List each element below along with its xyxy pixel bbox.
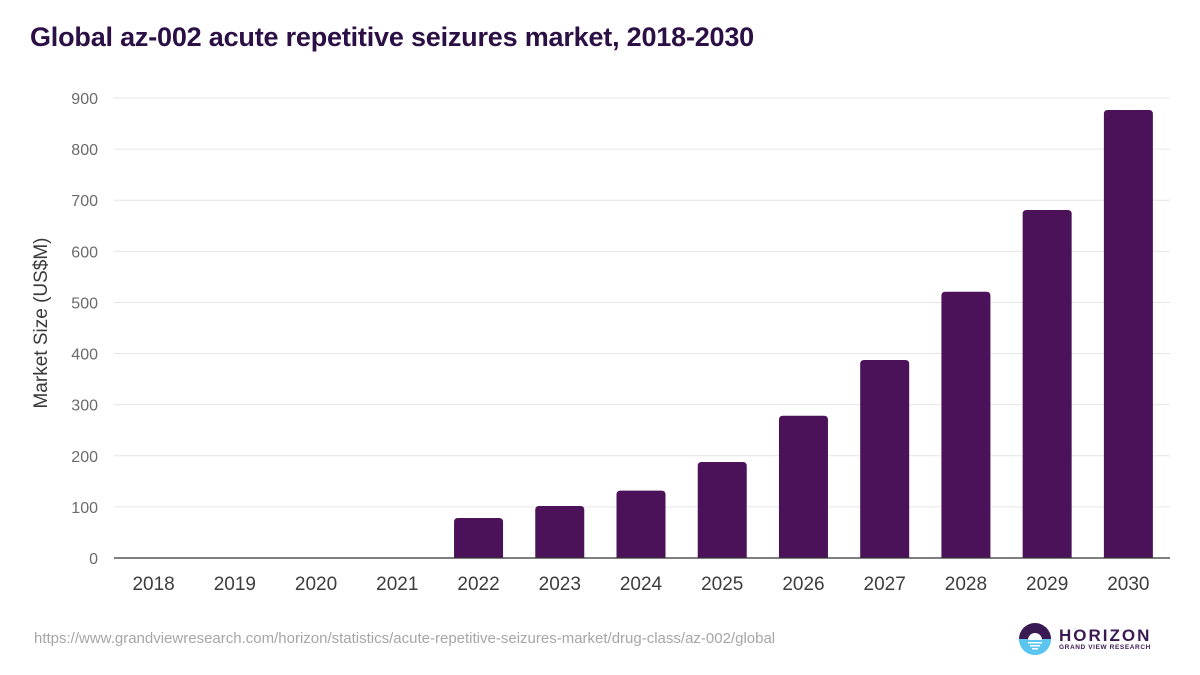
x-tick-label: 2023: [539, 574, 581, 595]
bar-2026[interactable]: [778, 415, 828, 558]
source-url[interactable]: https://www.grandviewresearch.com/horizo…: [34, 630, 776, 647]
x-tick-label: 2022: [457, 574, 499, 595]
x-tick-label: 2021: [376, 574, 418, 595]
bar-2025[interactable]: [697, 462, 747, 558]
x-tick-label: 2024: [620, 574, 663, 595]
horizon-logo: HORIZON GRAND VIEW RESEARCH: [1019, 622, 1159, 656]
y-tick-label: 300: [71, 398, 98, 415]
y-tick-label: 900: [71, 91, 98, 108]
horizon-logo-icon: [1019, 623, 1051, 655]
x-tick-label: 2030: [1107, 574, 1149, 595]
bar-2030[interactable]: [1103, 110, 1153, 558]
bar-2022[interactable]: [454, 517, 504, 558]
bar-2028[interactable]: [941, 291, 991, 558]
y-tick-label: 400: [71, 347, 98, 364]
bars: [454, 110, 1153, 559]
x-tick-label: 2025: [701, 574, 743, 595]
logo-subtitle: GRAND VIEW RESEARCH: [1059, 644, 1151, 651]
x-tick-label: 2019: [214, 574, 256, 595]
y-tick-label: 100: [71, 500, 98, 517]
gridlines: [114, 97, 1170, 508]
y-axis-ticks: 0 100 200 300 400 500 600 700 800 900: [71, 91, 98, 568]
bar-2024[interactable]: [616, 490, 666, 558]
y-tick-label: 800: [71, 142, 98, 159]
x-axis-ticks: 2018 2019 2020 2021 2022 2023 2024 2025 2026 2027…: [132, 574, 1149, 595]
x-tick-label: 2020: [295, 574, 337, 595]
bar-2027[interactable]: [860, 359, 910, 558]
x-tick-label: 2029: [1026, 574, 1068, 595]
x-tick-label: 2028: [945, 574, 987, 595]
x-tick-label: 2027: [864, 574, 906, 595]
logo-name: HORIZON: [1059, 626, 1152, 645]
y-tick-label: 700: [71, 193, 98, 210]
y-tick-label: 500: [71, 295, 98, 312]
y-tick-label: 200: [71, 449, 98, 466]
bar-2023[interactable]: [535, 506, 585, 558]
y-tick-label: 0: [89, 551, 98, 568]
bar-2029[interactable]: [1022, 209, 1072, 559]
x-tick-label: 2018: [132, 574, 174, 595]
x-tick-label: 2026: [782, 574, 824, 595]
y-tick-label: 600: [71, 244, 98, 261]
y-axis-label: Market Size (US$M): [31, 237, 52, 408]
chart-title: Global az-002 acute repetitive seizures …: [30, 22, 754, 52]
